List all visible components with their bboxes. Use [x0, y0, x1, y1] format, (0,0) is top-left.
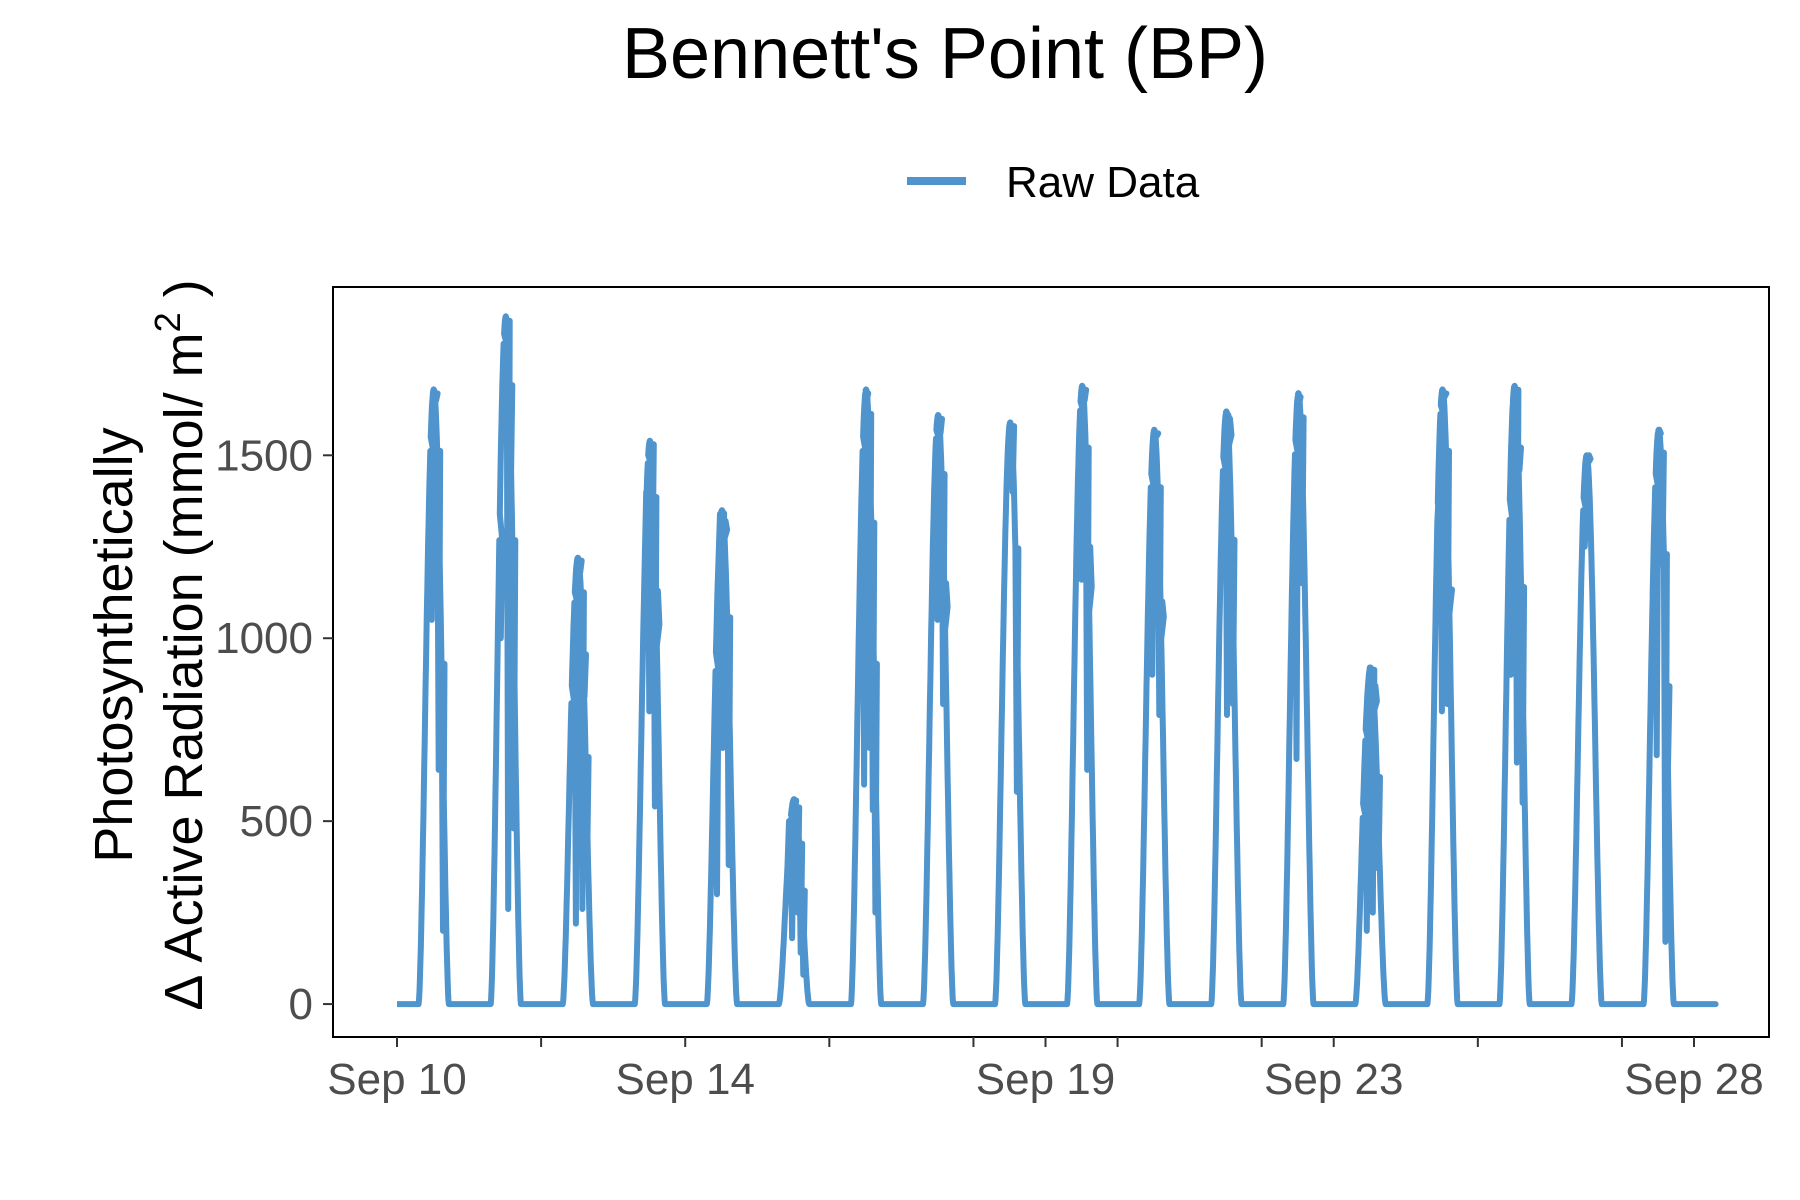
x-tick-label: Sep 14 — [615, 1055, 754, 1104]
y-tick-label: 1000 — [215, 614, 313, 663]
y-axis-title-line2: Δ Active Radiation (mmol/ m2 ) — [147, 279, 214, 1010]
x-tick-label: Sep 19 — [976, 1055, 1115, 1104]
chart-title: Bennett's Point (BP) — [622, 14, 1268, 94]
x-tick-label: Sep 23 — [1264, 1055, 1403, 1104]
y-axis: 0 500 1000 1500 — [215, 431, 333, 1029]
y-tick-label: 500 — [240, 797, 313, 846]
legend: Raw Data — [907, 158, 1200, 207]
y-axis-title: Photosynthetically Δ Active Radiation (m… — [84, 279, 214, 1010]
y-axis-title-superscript: 2 — [147, 312, 188, 332]
y-axis-title-line1: Photosynthetically — [84, 427, 144, 862]
x-tick-label: Sep 10 — [327, 1055, 466, 1104]
series-line-raw-data — [397, 313, 1719, 1008]
plot-panel-border — [332, 286, 1770, 1038]
y-tick-label: 0 — [289, 980, 313, 1029]
legend-label: Raw Data — [1006, 158, 1200, 207]
y-tick-label: 1500 — [215, 431, 313, 480]
x-axis: Sep 10 Sep 14 Sep 19 Sep 23 Sep 28 — [327, 1037, 1764, 1104]
x-tick-label: Sep 28 — [1624, 1055, 1763, 1104]
